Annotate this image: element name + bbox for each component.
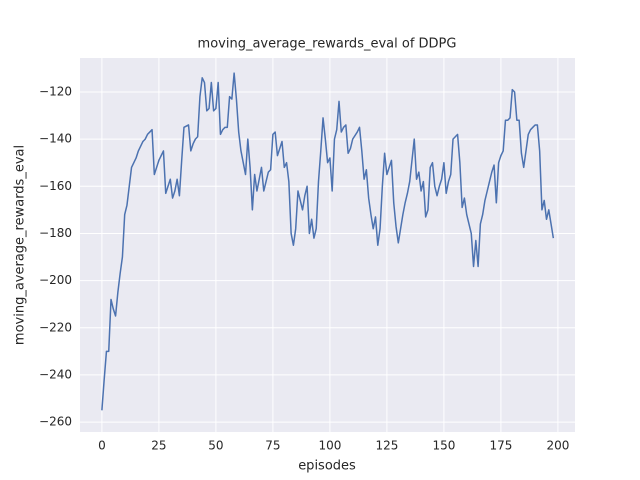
x-axis-label: episodes <box>298 459 356 474</box>
y-axis-label: moving_average_rewards_eval <box>13 145 28 345</box>
x-tick-label: 50 <box>208 439 223 453</box>
x-tick-label: 150 <box>432 439 455 453</box>
x-tick-label: 100 <box>318 439 341 453</box>
x-tick-label: 125 <box>375 439 398 453</box>
y-tick-label: −260 <box>39 415 72 429</box>
y-tick-label: −120 <box>39 84 72 98</box>
y-tick-label: −200 <box>39 273 72 287</box>
y-tick-label: −220 <box>39 320 72 334</box>
x-tick-label: 0 <box>98 439 106 453</box>
x-tick-label: 75 <box>265 439 280 453</box>
data-line <box>101 72 555 411</box>
x-tick-label: 175 <box>489 439 512 453</box>
plot-area <box>80 58 575 432</box>
x-tick-label: 25 <box>151 439 166 453</box>
chart-title: moving_average_rewards_eval of DDPG <box>198 37 457 52</box>
y-tick-label: −180 <box>39 226 72 240</box>
y-tick-label: −240 <box>39 367 72 381</box>
y-tick-label: −140 <box>39 132 72 146</box>
x-tick-label: 200 <box>546 439 569 453</box>
y-tick-label: −160 <box>39 179 72 193</box>
